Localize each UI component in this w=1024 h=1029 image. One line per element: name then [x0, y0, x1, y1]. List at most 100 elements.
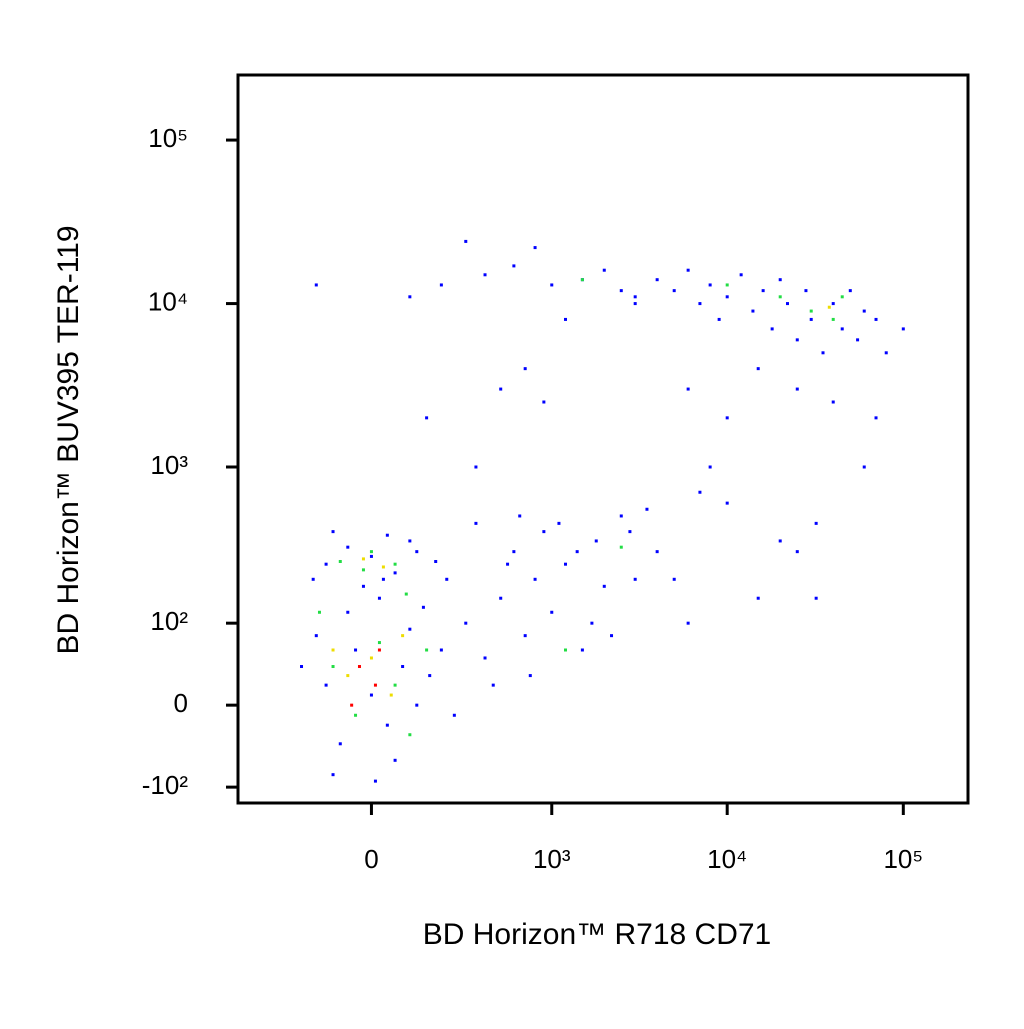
y-tick-label: 10⁴ [148, 286, 188, 316]
point [602, 584, 606, 588]
point [778, 278, 782, 282]
point [518, 514, 522, 518]
point [848, 289, 852, 293]
point [381, 577, 385, 581]
point [314, 634, 318, 638]
point [874, 416, 878, 420]
point [795, 387, 799, 391]
point [452, 713, 456, 717]
point [672, 577, 676, 581]
point [439, 283, 443, 287]
point [483, 273, 487, 277]
point [377, 641, 381, 645]
point [708, 465, 712, 469]
point [862, 465, 866, 469]
point [725, 295, 729, 299]
point [523, 634, 527, 638]
point [725, 501, 729, 505]
point [324, 562, 328, 566]
point [428, 674, 432, 678]
point [377, 648, 381, 652]
point [464, 239, 468, 243]
point [346, 545, 350, 549]
y-tick-label: 10² [150, 606, 188, 636]
point [331, 648, 335, 652]
point [385, 533, 389, 537]
point [717, 317, 721, 321]
point [317, 610, 321, 614]
y-axis-label: BD Horizon™ BUV395 TER-119 [52, 225, 85, 654]
point [331, 773, 335, 777]
point [827, 305, 831, 309]
y-tick-label: 10⁵ [148, 123, 188, 153]
point [633, 577, 637, 581]
point [751, 309, 755, 313]
point [814, 596, 818, 600]
point [311, 577, 315, 581]
point [856, 338, 860, 342]
point [831, 400, 835, 404]
point [770, 327, 774, 331]
point [725, 416, 729, 420]
x-tick-label: 10⁵ [883, 844, 923, 874]
y-tick-label: -10² [142, 770, 189, 800]
point [474, 465, 478, 469]
point [445, 577, 449, 581]
point [523, 367, 527, 371]
point [401, 634, 405, 638]
point [633, 302, 637, 306]
point [425, 648, 429, 652]
point [354, 713, 358, 717]
point [421, 605, 425, 609]
point [533, 246, 537, 250]
point [778, 295, 782, 299]
point [756, 367, 760, 371]
point [840, 295, 844, 299]
point [369, 554, 373, 558]
point [874, 317, 878, 321]
point [756, 596, 760, 600]
point [373, 779, 377, 783]
point [814, 521, 818, 525]
point [369, 693, 373, 697]
point [408, 733, 412, 737]
x-tick-label: 10⁴ [707, 844, 747, 874]
point [415, 550, 419, 554]
x-tick-label: 10³ [533, 844, 571, 874]
point [373, 683, 377, 687]
point [389, 693, 393, 697]
point [645, 507, 649, 511]
point [619, 545, 623, 549]
point [385, 723, 389, 727]
point [708, 283, 712, 287]
point [809, 317, 813, 321]
point [324, 683, 328, 687]
point [633, 295, 637, 299]
point [557, 521, 561, 525]
point [357, 665, 361, 669]
point [404, 592, 408, 596]
point [512, 550, 516, 554]
point [594, 539, 598, 543]
point [862, 309, 866, 313]
point [506, 562, 510, 566]
point [361, 584, 365, 588]
x-axis-label: BD Horizon™ R718 CD71 [423, 918, 771, 951]
point [393, 562, 397, 566]
point [698, 490, 702, 494]
point [821, 351, 825, 355]
y-tick-label: 10³ [150, 450, 188, 480]
x-tick-label: 0 [364, 844, 378, 874]
point [686, 621, 690, 625]
point [610, 634, 614, 638]
point [564, 648, 568, 652]
y-tick-label: 0 [174, 688, 188, 718]
point [369, 656, 373, 660]
point [785, 302, 789, 306]
point [381, 565, 385, 569]
point [439, 648, 443, 652]
point [361, 557, 365, 561]
point [483, 656, 487, 660]
point [564, 562, 568, 566]
point [550, 283, 554, 287]
